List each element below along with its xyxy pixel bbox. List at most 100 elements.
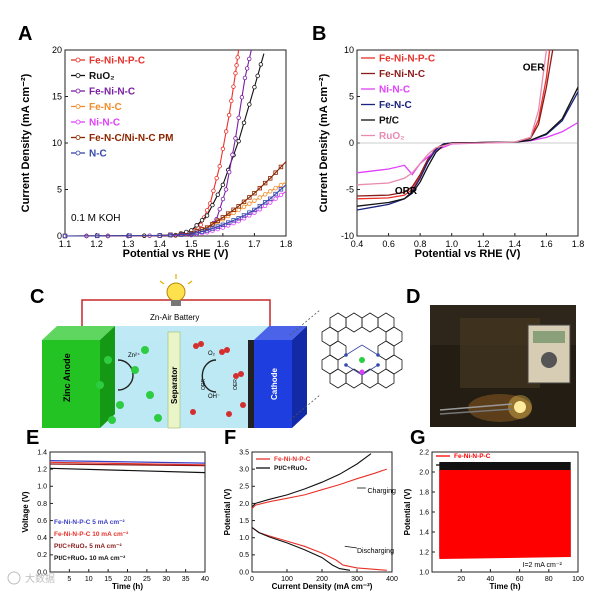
data-point: [194, 223, 199, 228]
oxygen-spheres: [190, 341, 246, 417]
x-tick-label: 30: [162, 576, 170, 583]
zinc-anode-label: Zinc Anode: [62, 353, 72, 402]
chart-g-cycling: 20 40 60 80 100 1.0 1.2 1.4 1.6 1.8 2.0 2.2 Time (h)…: [403, 449, 584, 591]
anode-cycle-arrow: [117, 359, 134, 391]
panel-label-b: B: [312, 23, 326, 45]
data-point: [236, 204, 241, 209]
catalyst-layer: [248, 340, 254, 428]
legend-label: Ni-N-C: [379, 84, 410, 95]
y-tick-label: 1.5: [239, 518, 249, 525]
data-point: [95, 233, 100, 239]
data-point: [278, 164, 284, 170]
orr-label: ORR: [201, 379, 207, 391]
legend-marker: [75, 119, 81, 125]
y-tick-label: 1.4: [419, 529, 429, 536]
x-tick-label: 1.5: [185, 239, 198, 249]
data-point: [252, 207, 257, 213]
data-point: [255, 73, 260, 79]
data-point: [220, 146, 226, 152]
x-tick-label: 0.8: [414, 239, 427, 249]
x-tick-label: 1.8: [280, 239, 293, 249]
legend-label: Fe-Ni-N-P-C: [274, 456, 311, 463]
x-tick-label: 0: [250, 576, 254, 583]
data-point: [210, 202, 215, 208]
legend-label: Pt/C+RuO₂ 10 mA cm⁻²: [54, 555, 126, 562]
data-point: [241, 120, 247, 126]
data-point: [231, 218, 236, 223]
x-tick-label: 1.2: [90, 239, 103, 249]
legend-label: Pt/C+RuO₂: [274, 465, 308, 472]
y-tick-label: 2.0: [239, 501, 249, 508]
x-tick-label: 1.7: [248, 239, 261, 249]
panel-label-d: D: [406, 286, 420, 308]
data-point: [252, 191, 257, 196]
data-point: [210, 221, 215, 227]
data-point: [204, 228, 210, 233]
separator: [167, 331, 181, 429]
x-tick-label: 5: [67, 576, 71, 583]
data-point: [247, 56, 252, 62]
data-point: [223, 129, 229, 134]
series-line: [251, 526, 351, 571]
data-point: [257, 203, 262, 209]
data-point: [268, 176, 273, 181]
panel-label-e: E: [26, 427, 39, 449]
separator-label: Separator: [170, 367, 179, 404]
panel-label-f: F: [224, 427, 236, 449]
data-point: [262, 192, 268, 197]
y-axis-label: Potential (V): [403, 488, 412, 535]
data-point: [230, 152, 235, 157]
panel-label-a: A: [18, 23, 32, 45]
y-tick-label: 1.0: [419, 569, 429, 576]
legend-label: Fe-Ni-N-P-C: [89, 55, 145, 66]
y-tick-label: 15: [52, 92, 62, 102]
x-tick-label: 1.2: [477, 239, 490, 249]
data-point: [247, 201, 252, 206]
series-line: [49, 461, 206, 466]
x-tick-label: 1.3: [122, 239, 135, 249]
data-point: [234, 63, 239, 68]
data-point: [236, 207, 241, 213]
x-axis-label: Time (h): [490, 582, 521, 591]
legend-marker: [75, 104, 81, 109]
data-point: [157, 233, 162, 238]
watermark-text: 大数据: [25, 572, 55, 585]
data-point: [168, 232, 173, 238]
y-tick-label: 1.4: [37, 449, 47, 456]
legend-label: Pt/C+RuO₂ 5 mA cm⁻²: [54, 543, 122, 550]
x-tick-label: 60: [516, 576, 524, 583]
data-point: [273, 185, 278, 191]
y-tick-label: 0: [57, 231, 62, 241]
data-point: [244, 66, 250, 71]
data-point: [257, 207, 262, 212]
series-line: [251, 468, 387, 509]
x-axis-label: Time (h): [112, 582, 143, 591]
data-point: [199, 218, 205, 223]
annotation-discharging: Discharging: [357, 548, 394, 555]
y-tick-label: 1.6: [419, 509, 429, 516]
data-point: [215, 226, 221, 232]
series-line: [64, 184, 287, 237]
data-point: [231, 84, 236, 89]
cycling-band-fenipc: [439, 470, 571, 559]
data-point: [239, 95, 245, 100]
data-point: [217, 164, 222, 169]
data-point: [247, 102, 252, 107]
data-point: [204, 225, 210, 230]
data-point: [198, 222, 203, 228]
series-line: [64, 161, 287, 237]
photo-led-demo: [430, 305, 576, 427]
watermark: 大数据: [7, 571, 55, 585]
data-point: [127, 233, 132, 238]
x-tick-label: 200: [316, 576, 328, 583]
legend-marker: [75, 88, 81, 94]
x-tick-label: 0.6: [382, 239, 395, 249]
legend-label: Fe-N-C/Ni-N-C PM: [89, 133, 173, 144]
y-tick-label: 0.0: [37, 569, 47, 576]
data-point: [247, 195, 252, 200]
data-point: [189, 231, 194, 237]
annotation-current: I=2 mA cm⁻²: [523, 562, 563, 569]
x-tick-label: 1.4: [153, 239, 166, 249]
o2-label: O₂: [208, 351, 216, 357]
data-point: [252, 198, 257, 203]
